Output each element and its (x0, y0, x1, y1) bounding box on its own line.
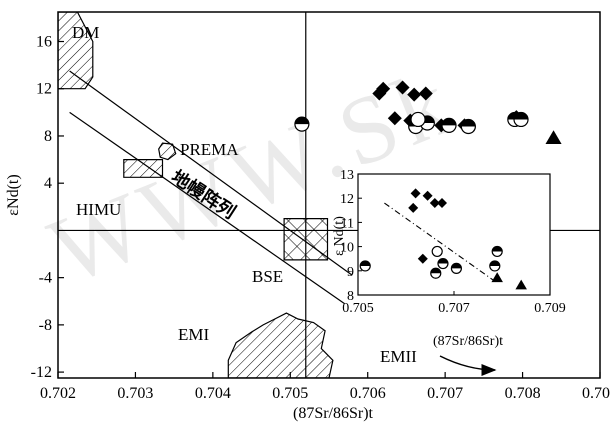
inset-y-axis-label: ε Nd(t) (332, 216, 347, 256)
inset-half-filled-circle-top (437, 258, 448, 264)
main-diamond-marker (418, 86, 433, 101)
x-axis-label: (87Sr/86Sr)t (293, 405, 374, 422)
inset-open-circle-marker (431, 245, 443, 258)
inset-y-tick-label: 11 (341, 216, 354, 231)
inset-y-tick-label: 9 (347, 265, 354, 280)
inset-x-tick-label: 0.707 (438, 301, 470, 316)
inset-diamond-marker (410, 188, 421, 199)
field-label-prema: PREMA (180, 140, 239, 159)
mantle-array-upper-line (69, 70, 353, 276)
inset-half-filled-circle-top (360, 260, 371, 266)
inset-x-tick-label: 0.709 (534, 301, 566, 316)
emii-label: EMII (380, 347, 417, 366)
inset-y-tick-label: 8 (347, 289, 354, 304)
main-half-filled-circle-top (442, 118, 457, 126)
inset-x-tick-label: 0.705 (342, 301, 374, 316)
main-half-filled-circle-top (294, 117, 309, 125)
inset-half-filled-circle-top (489, 260, 500, 266)
field-prema (158, 142, 177, 161)
inset-diamond-marker (437, 198, 447, 209)
mantle-array-lower-line (69, 111, 345, 305)
x-tick-label: 0.708 (505, 385, 541, 402)
y-tick-label: -12 (31, 364, 52, 381)
inset-triangle-marker (515, 279, 527, 290)
main-diamond-marker (376, 81, 391, 96)
inset-y-tick-label: 13 (340, 168, 354, 183)
x-tick-label: 0.705 (272, 385, 308, 402)
inset-half-filled-circle-top (492, 246, 503, 252)
field-label-bse: BSE (252, 267, 283, 286)
x-tick-label: 0.707 (427, 385, 463, 402)
x-tick-label: 0.702 (40, 385, 76, 402)
y-tick-label: 12 (36, 81, 52, 98)
inset-diamond-marker (429, 198, 440, 209)
inset-frame (357, 173, 551, 296)
y-tick-label: -4 (39, 270, 52, 287)
x-tick-label: 0.704 (195, 385, 231, 402)
x-tick-label: 0.706 (350, 385, 386, 402)
y-tick-label: -8 (39, 317, 52, 334)
inset-trend-line (384, 202, 498, 284)
main-triangle-marker (545, 130, 562, 144)
y-tick-label: 16 (36, 34, 52, 51)
main-diamond-marker (387, 111, 402, 126)
inset-x-axis-label: (87Sr/86Sr)t (433, 334, 503, 349)
y-tick-label: 8 (44, 128, 52, 145)
main-half-filled-circle-top (514, 112, 529, 120)
x-tick-label: 0.703 (117, 385, 153, 402)
inset-half-filled-circle-top (430, 268, 441, 274)
inset-y-tick-label: 10 (340, 241, 354, 256)
inset-diamond-marker (408, 202, 419, 213)
emii-arrow (439, 355, 497, 376)
inset-diamond-marker (417, 253, 428, 264)
inset-half-filled-circle-top (451, 263, 462, 269)
field-label-himu: HIMU (76, 200, 121, 219)
inset-diamond-marker (422, 190, 433, 201)
inset-triangle-marker (491, 272, 503, 283)
x-tick-label: 0.709 (582, 385, 610, 402)
field-himu (123, 159, 164, 178)
inset-y-tick-label: 12 (340, 192, 354, 207)
y-tick-label: 4 (44, 175, 52, 192)
mantle-array-label: 地幔阵列 (168, 166, 240, 223)
field-emi (227, 312, 334, 378)
field-label-dm: DM (72, 23, 99, 42)
y-axis-label: εNd(t) (5, 174, 22, 215)
main-open-circle-marker (410, 111, 426, 128)
main-half-filled-circle-top (461, 119, 476, 127)
main-diamond-marker (395, 80, 410, 95)
main-plot-frame (57, 11, 601, 379)
main-diamond-marker (407, 87, 422, 102)
field-label-emi: EMI (178, 325, 210, 344)
